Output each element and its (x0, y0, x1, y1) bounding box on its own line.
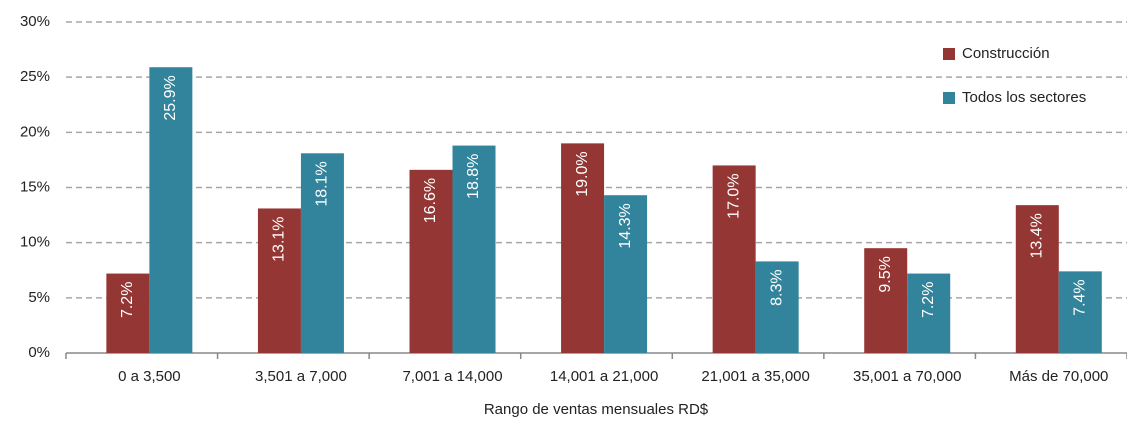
bar (907, 273, 951, 353)
y-tick-label: 10% (20, 234, 50, 251)
value-label: 18.1% (314, 161, 331, 206)
y-tick-label: 25% (20, 68, 50, 85)
y-tick-label: 30% (20, 13, 50, 30)
bar (755, 261, 799, 353)
value-label: 19.0% (574, 151, 591, 196)
y-tick-label: 15% (20, 178, 50, 195)
bar (864, 248, 908, 353)
bar (561, 143, 605, 353)
legend-label: Todos los sectores (962, 89, 1086, 106)
x-tick-label: Más de 70,000 (1009, 368, 1108, 385)
value-label: 18.8% (465, 154, 482, 199)
value-label: 13.4% (1029, 213, 1046, 258)
value-label: 7.2% (920, 282, 937, 318)
bar (712, 165, 756, 353)
value-label: 8.3% (768, 269, 785, 305)
bar (409, 169, 453, 353)
value-label: 17.0% (725, 173, 742, 218)
value-label: 16.6% (422, 178, 439, 223)
value-label: 7.2% (119, 282, 136, 318)
bar (300, 153, 344, 353)
bar (1058, 271, 1102, 353)
x-tick-label: 3,501 a 7,000 (255, 368, 347, 385)
y-tick-label: 5% (28, 289, 50, 306)
value-label: 7.4% (1072, 279, 1089, 315)
value-label: 25.9% (162, 75, 179, 120)
x-axis-title: Rango de ventas mensuales RD$ (484, 401, 709, 418)
value-label: 13.1% (271, 216, 288, 261)
bar (1015, 205, 1059, 353)
x-tick-label: 0 a 3,500 (118, 368, 181, 385)
x-tick-label: 14,001 a 21,000 (550, 368, 658, 385)
bar (257, 208, 301, 353)
x-tick-label: 21,001 a 35,000 (701, 368, 809, 385)
value-label: 14.3% (617, 203, 634, 248)
y-tick-label: 0% (28, 344, 50, 361)
legend-swatch (943, 92, 955, 104)
bar (452, 145, 496, 353)
bar (106, 273, 150, 353)
x-tick-label: 7,001 a 14,000 (402, 368, 502, 385)
value-label: 9.5% (877, 256, 894, 292)
legend-label: Construcción (962, 45, 1050, 62)
bar (149, 67, 193, 353)
y-tick-label: 20% (20, 123, 50, 140)
bar (604, 195, 648, 353)
x-tick-label: 35,001 a 70,000 (853, 368, 961, 385)
legend-swatch (943, 48, 955, 60)
